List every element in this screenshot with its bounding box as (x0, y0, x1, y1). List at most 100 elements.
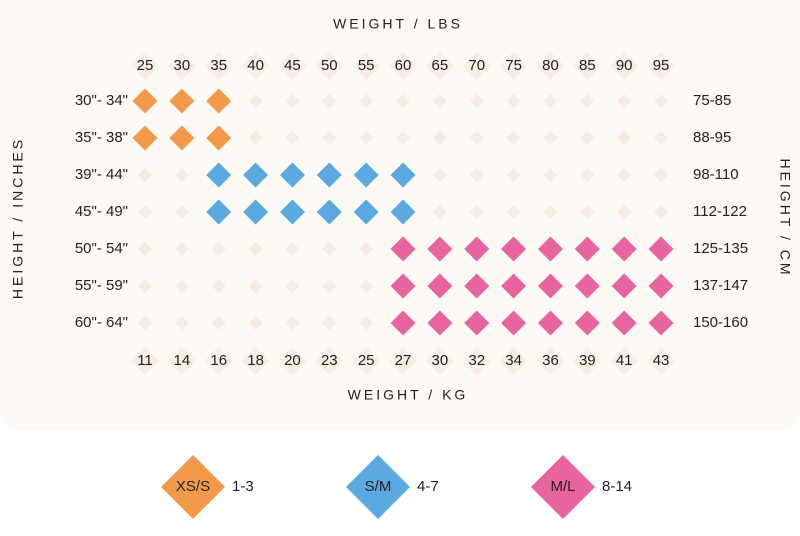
empty-cell (248, 242, 263, 256)
lbs-label: 85 (579, 57, 596, 74)
empty-cell (580, 131, 595, 145)
size-cell (169, 88, 195, 114)
legend-size: M/L (550, 478, 575, 495)
empty-cell (174, 316, 189, 330)
lbs-label: 25 (137, 57, 154, 74)
empty-cell (285, 242, 300, 256)
empty-cell (617, 131, 632, 145)
empty-cell (469, 205, 484, 219)
size-cell (316, 162, 342, 188)
size-cell (132, 88, 158, 114)
empty-cell (617, 205, 632, 219)
cm-label: 112-122 (693, 203, 747, 220)
label-diamond (573, 347, 602, 375)
cm-label: 98-110 (693, 166, 739, 183)
empty-cell (506, 131, 521, 145)
lbs-label: 75 (505, 57, 522, 74)
empty-cell (138, 242, 152, 256)
inch-label: 39"- 44" (75, 166, 128, 183)
empty-cell (285, 279, 300, 293)
size-cell (427, 236, 453, 262)
label-diamond (131, 52, 159, 80)
size-cell (574, 273, 600, 299)
size-cell (501, 236, 527, 262)
empty-cell (617, 94, 632, 108)
empty-cell (211, 279, 226, 293)
empty-cell (248, 316, 263, 330)
empty-cell (396, 131, 411, 145)
size-cell (206, 88, 232, 114)
empty-cell (617, 168, 632, 182)
empty-cell (432, 168, 447, 182)
empty-cell (543, 94, 558, 108)
kg-label: 20 (284, 352, 301, 369)
empty-cell (322, 316, 337, 330)
empty-cell (654, 205, 669, 219)
kg-label: 34 (505, 352, 522, 369)
legend-diamond (531, 455, 595, 519)
label-diamond (425, 347, 454, 375)
label-diamond (204, 52, 233, 80)
size-cell (501, 310, 527, 336)
size-cell (427, 310, 453, 336)
lbs-label: 95 (653, 57, 670, 74)
empty-cell (359, 94, 374, 108)
empty-cell (506, 168, 521, 182)
size-cell (611, 310, 637, 336)
empty-cell (654, 168, 669, 182)
left-title: HEIGHT / INCHES (10, 137, 26, 299)
size-cell (648, 273, 674, 299)
empty-cell (580, 205, 595, 219)
label-diamond (315, 347, 344, 375)
size-cell (132, 125, 158, 151)
kg-label: 25 (358, 352, 375, 369)
label-diamond (352, 52, 381, 80)
inch-label: 30"- 34" (75, 92, 128, 109)
size-cell (501, 273, 527, 299)
empty-cell (174, 205, 189, 219)
empty-cell (211, 242, 226, 256)
empty-cell (359, 242, 374, 256)
cm-label: 75-85 (693, 92, 731, 109)
kg-label: 11 (137, 352, 153, 369)
empty-cell (432, 205, 447, 219)
cm-label: 137-147 (693, 277, 748, 294)
empty-cell (322, 94, 337, 108)
empty-cell (322, 242, 337, 256)
inch-label: 35"- 38" (75, 129, 128, 146)
legend-size: S/M (365, 478, 392, 495)
empty-cell (138, 279, 152, 293)
size-cell (279, 199, 305, 225)
empty-cell (248, 279, 263, 293)
lbs-label: 35 (210, 57, 227, 74)
empty-cell (359, 279, 374, 293)
empty-cell (138, 205, 152, 219)
label-diamond (167, 347, 196, 375)
label-diamond (204, 347, 233, 375)
empty-cell (654, 94, 669, 108)
size-cell (206, 125, 232, 151)
kg-label: 39 (579, 352, 596, 369)
empty-cell (469, 131, 484, 145)
cm-label: 150-160 (693, 314, 748, 331)
right-title: HEIGHT / CM (777, 158, 793, 277)
lbs-label: 70 (468, 57, 485, 74)
empty-cell (506, 205, 521, 219)
kg-label: 18 (247, 352, 264, 369)
size-cell (537, 310, 563, 336)
label-diamond (573, 52, 602, 80)
lbs-label: 50 (321, 57, 338, 74)
lbs-label: 90 (616, 57, 633, 74)
label-diamond (610, 52, 639, 80)
kg-label: 14 (174, 352, 191, 369)
inch-label: 50"- 54" (75, 240, 128, 257)
size-cell (574, 236, 600, 262)
kg-label: 41 (616, 352, 633, 369)
empty-cell (359, 316, 374, 330)
empty-cell (469, 94, 484, 108)
label-diamond (241, 347, 270, 375)
inch-label: 60"- 64" (75, 314, 128, 331)
inch-label: 45"- 49" (75, 203, 128, 220)
lbs-label: 55 (358, 57, 375, 74)
lbs-label: 80 (542, 57, 559, 74)
